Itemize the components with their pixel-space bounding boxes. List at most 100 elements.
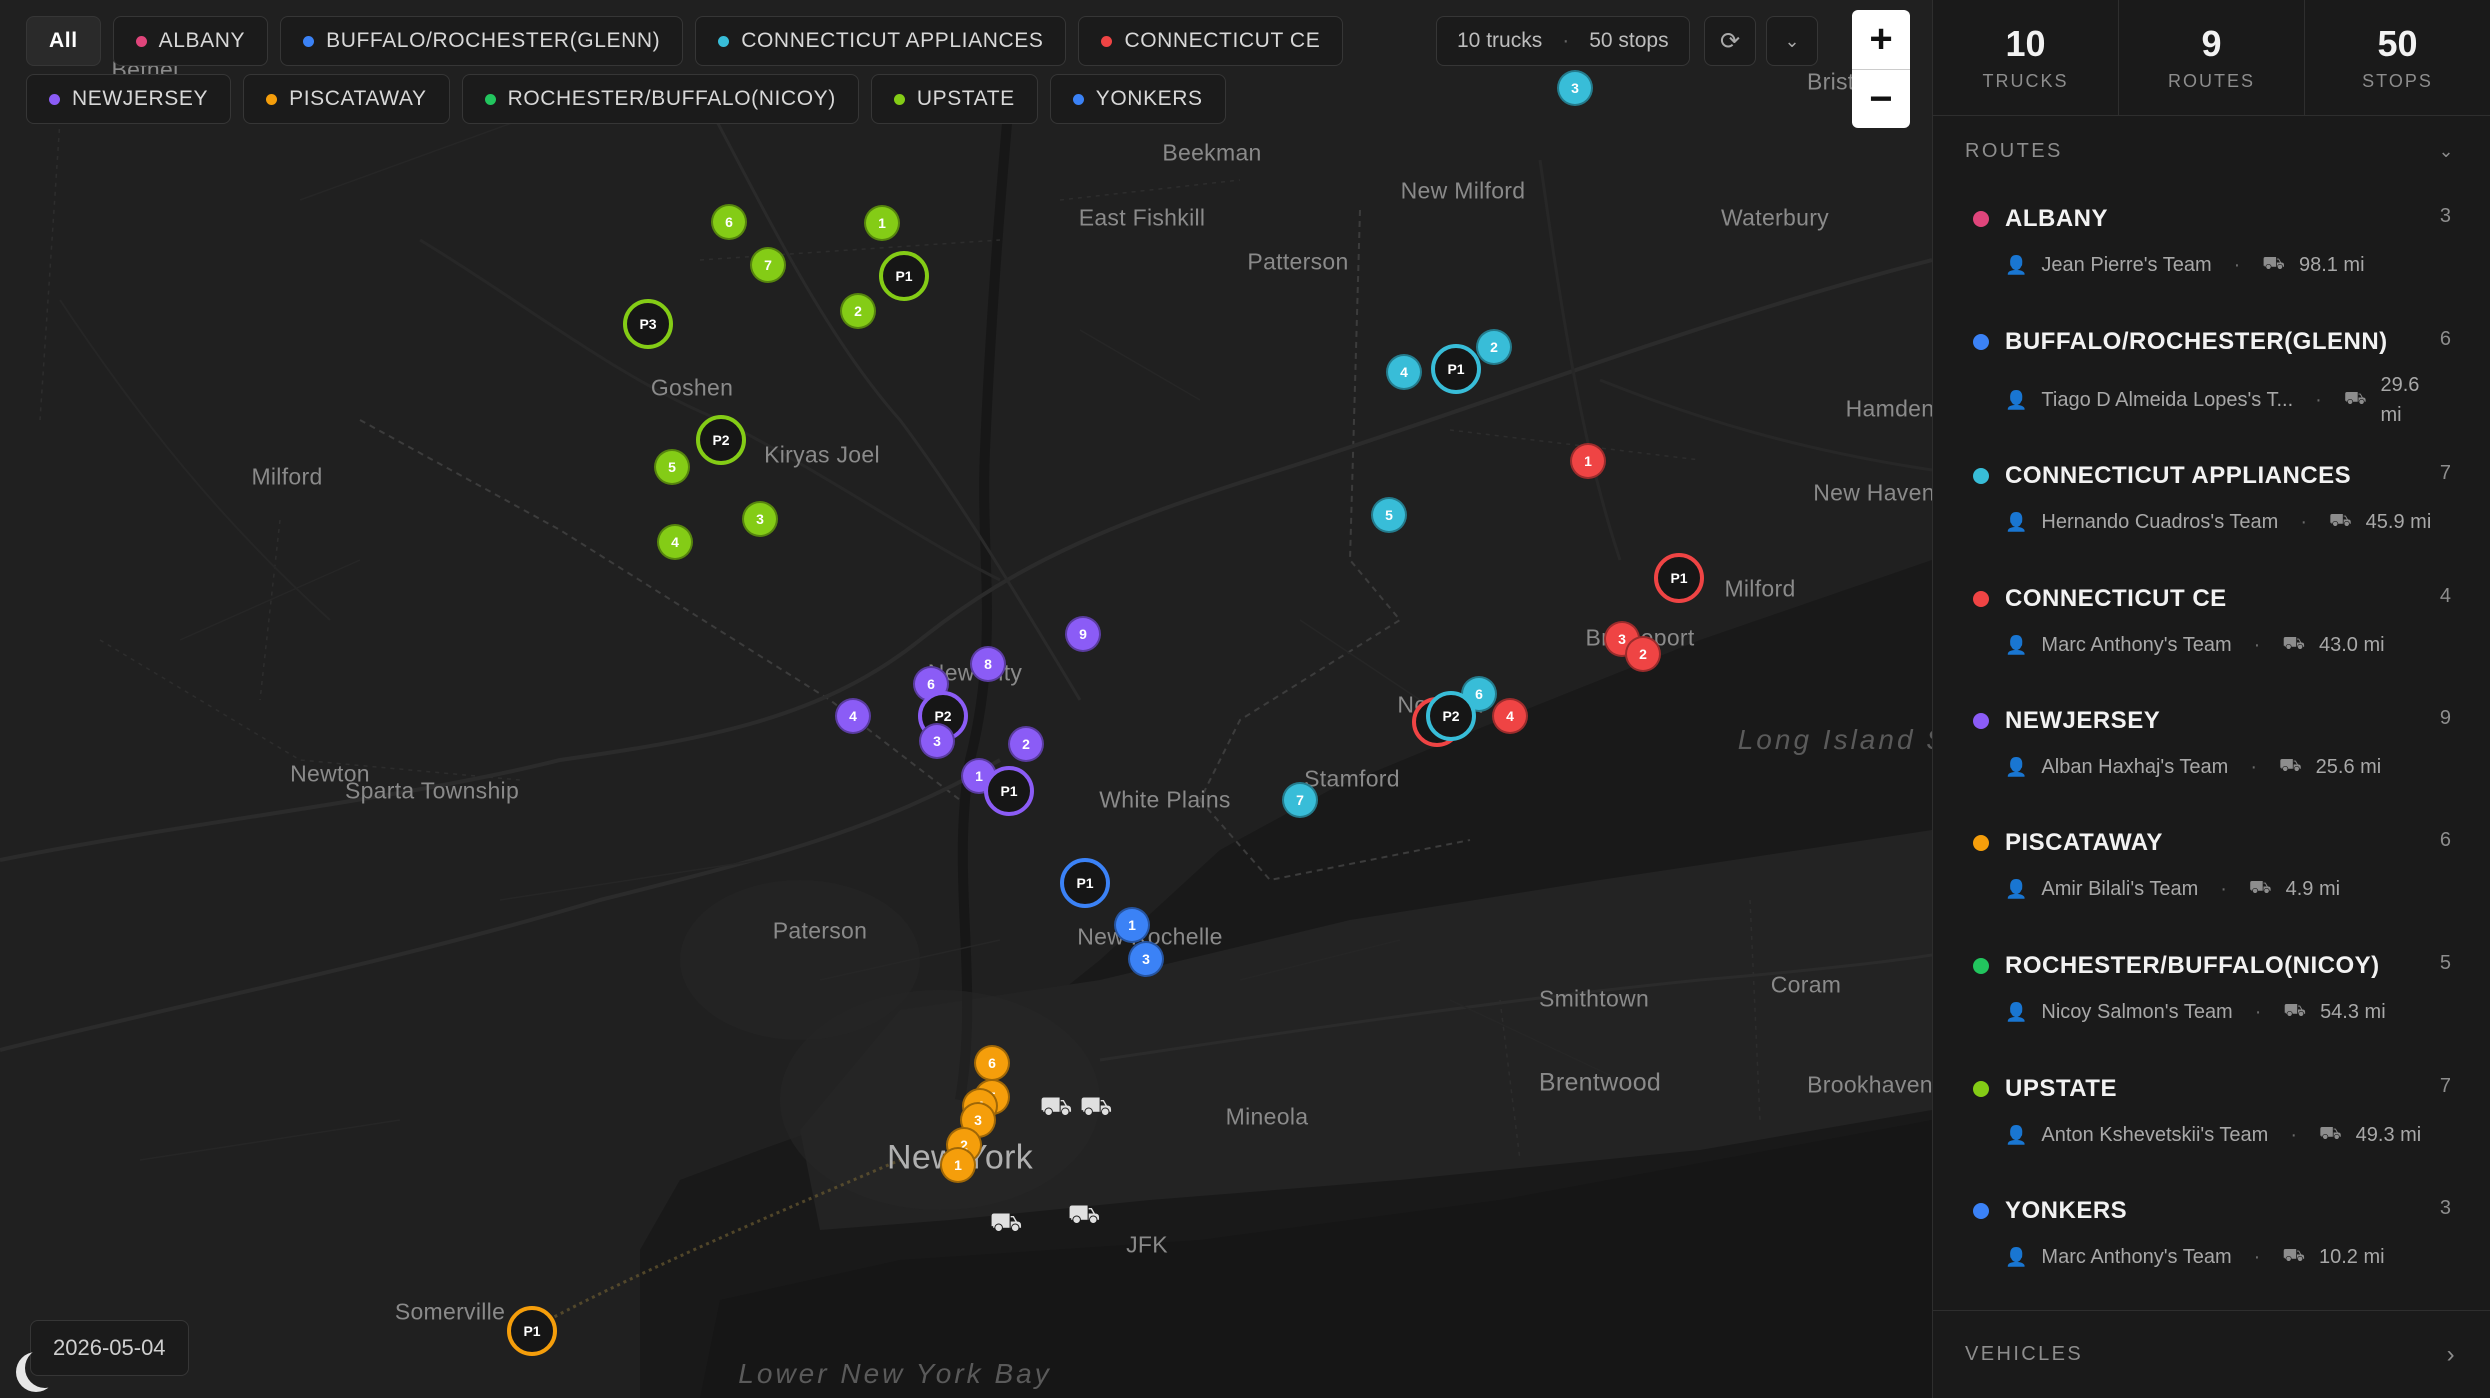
stop-marker[interactable]: 5 [654,449,690,485]
depot-marker[interactable]: P1 [984,766,1034,816]
kpi-routes: 9 ROUTES [2119,0,2305,115]
route-color-dot [1101,35,1113,47]
stop-marker[interactable]: 4 [835,698,871,734]
truck-icon[interactable]: ⛟ [1079,1090,1113,1121]
team-icon: 👤 [2005,1001,2028,1022]
vehicles-section-header[interactable]: VEHICLES › [1933,1310,2490,1398]
stop-marker[interactable]: 4 [657,524,693,560]
map-canvas[interactable]: Bethel Beekman East Fishkill Patterson New M… [0,0,1932,1398]
stop-marker[interactable]: 5 [1371,497,1407,533]
place-label: Brentwood [1538,1068,1662,1097]
depot-marker[interactable]: P1 [1654,553,1704,603]
route-filter-label: PISCATAWAY [289,87,427,110]
stop-marker[interactable]: 4 [1492,698,1528,734]
truck-icon[interactable]: ⛟ [1039,1090,1073,1121]
route-stop-count: 7 [2439,1075,2451,1097]
stop-marker[interactable]: 3 [1557,70,1593,106]
stop-marker[interactable]: 3 [742,501,778,537]
zoom-in-button[interactable]: + [1852,10,1910,69]
route-color-dot [1973,1203,1989,1219]
route-filter-chip[interactable]: YONKERS [1049,74,1226,124]
truck-icon: ⛟ [2283,1000,2307,1020]
route-filter-chip[interactable]: All [26,16,101,66]
route-filter-chip[interactable]: NEWJERSEY [26,74,232,124]
route-team: Nicoy Salmon's Team [2041,1000,2233,1023]
refresh-button[interactable]: ⟳ [1704,16,1756,66]
place-label: Mineola [1225,1103,1309,1130]
truck-icon[interactable]: ⛟ [989,1206,1023,1237]
route-distance: 25.6 mi [2315,755,2382,778]
moon-icon[interactable] [16,1352,56,1392]
truck-icon: ⛟ [2278,755,2302,775]
stop-marker[interactable]: 1 [864,205,900,241]
depot-marker[interactable]: P1 [1060,858,1110,908]
route-color-dot [1973,591,1989,607]
stop-marker[interactable]: 3 [919,723,955,759]
stop-marker[interactable]: 3 [1128,941,1164,977]
route-filter-chip[interactable]: ALBANY [112,16,269,66]
place-label: Brookhaven [1807,1071,1932,1098]
route-title-row: ALBANY [1973,205,2108,233]
route-filter-chip[interactable]: UPSTATE [870,74,1038,124]
place-label: Paterson [772,917,868,944]
depot-marker[interactable]: P1 [1431,344,1481,394]
route-color-dot [1973,713,1989,729]
depot-marker[interactable]: P2 [696,415,746,465]
route-details-row: 👤 Amir Bilali's Team · ⛟ 4.9 mi [2005,877,2340,901]
marker-label: 3 [933,733,941,749]
route-filter-chip[interactable]: PISCATAWAY [243,74,450,124]
route-details-row: 👤 Hernando Cuadros's Team · ⛟ 45.9 mi [2005,510,2431,534]
depot-marker[interactable]: P1 [507,1306,557,1356]
details-separator: · [2253,633,2261,656]
route-color-dot [718,35,730,47]
route-name: CONNECTICUT APPLIANCES [2005,462,2352,489]
stop-marker[interactable]: 1 [1570,443,1606,479]
route-title-row: ROCHESTER/BUFFALO(NICOY) [1973,952,2380,980]
route-filter-chip[interactable]: CONNECTICUT APPLIANCES [695,16,1067,66]
details-separator: · [2250,755,2257,778]
kpi-bar: 10 TRUCKS 9 ROUTES 50 STOPS [1933,0,2490,116]
route-details-row: 👤 Jean Pierre's Team · ⛟ 98.1 mi [2005,253,2365,277]
marker-label: 7 [1296,792,1304,808]
stop-marker[interactable]: 2 [840,293,876,329]
stop-marker[interactable]: 6 [711,204,747,240]
options-dropdown-button[interactable]: ⌄ [1766,16,1818,66]
stop-marker[interactable]: 2 [1008,726,1044,762]
truck-icon: ⛟ [2282,1245,2305,1265]
truck-icon[interactable]: ⛟ [1067,1198,1101,1229]
marker-label: 1 [1128,917,1136,933]
stop-marker[interactable]: 4 [1386,354,1422,390]
stop-marker[interactable]: 8 [970,646,1006,682]
place-label: Beekman [1162,139,1262,166]
marker-label: 8 [984,656,992,672]
stop-marker[interactable]: 6 [974,1045,1010,1081]
route-distance: 49.3 mi [2355,1123,2422,1146]
route-filter-chip[interactable]: ROCHESTER/BUFFALO(NICOY) [461,74,859,124]
route-stop-count: 7 [2439,462,2451,484]
map-stats-pill: 10 trucks · 50 stops [1436,16,1690,66]
date-selector[interactable]: 2026-05-04 [30,1320,189,1376]
stop-marker[interactable]: 9 [1065,616,1101,652]
stop-marker[interactable]: 7 [1282,782,1318,818]
route-filter-chip[interactable]: BUFFALO/ROCHESTER(GLENN) [280,16,684,66]
stop-marker[interactable]: 1 [940,1147,976,1183]
routes-section-header[interactable]: ROUTES ⌄ [1933,116,2490,186]
depot-marker[interactable]: P1 [879,251,929,301]
marker-label: 4 [849,708,857,724]
marker-label: 9 [1079,626,1087,642]
marker-label: 4 [671,534,679,550]
stop-marker[interactable]: 1 [1114,907,1150,943]
route-title-row: BUFFALO/ROCHESTER(GLENN) [1973,328,2388,356]
plus-icon: + [1869,17,1893,61]
stop-marker[interactable]: 7 [750,247,786,283]
route-filter-chip[interactable]: CONNECTICUT CE [1078,16,1344,66]
depot-marker[interactable]: P3 [623,299,673,349]
stop-marker[interactable]: 2 [1625,636,1661,672]
route-team: Marc Anthony's Team [2041,1245,2232,1268]
route-color-dot [1072,93,1084,105]
stop-marker[interactable]: 2 [1476,329,1512,365]
marker-label: 2 [1490,339,1498,355]
zoom-out-button[interactable]: − [1852,69,1910,128]
depot-marker[interactable]: P2 [1426,691,1476,741]
kpi-value: 9 [2201,23,2222,64]
